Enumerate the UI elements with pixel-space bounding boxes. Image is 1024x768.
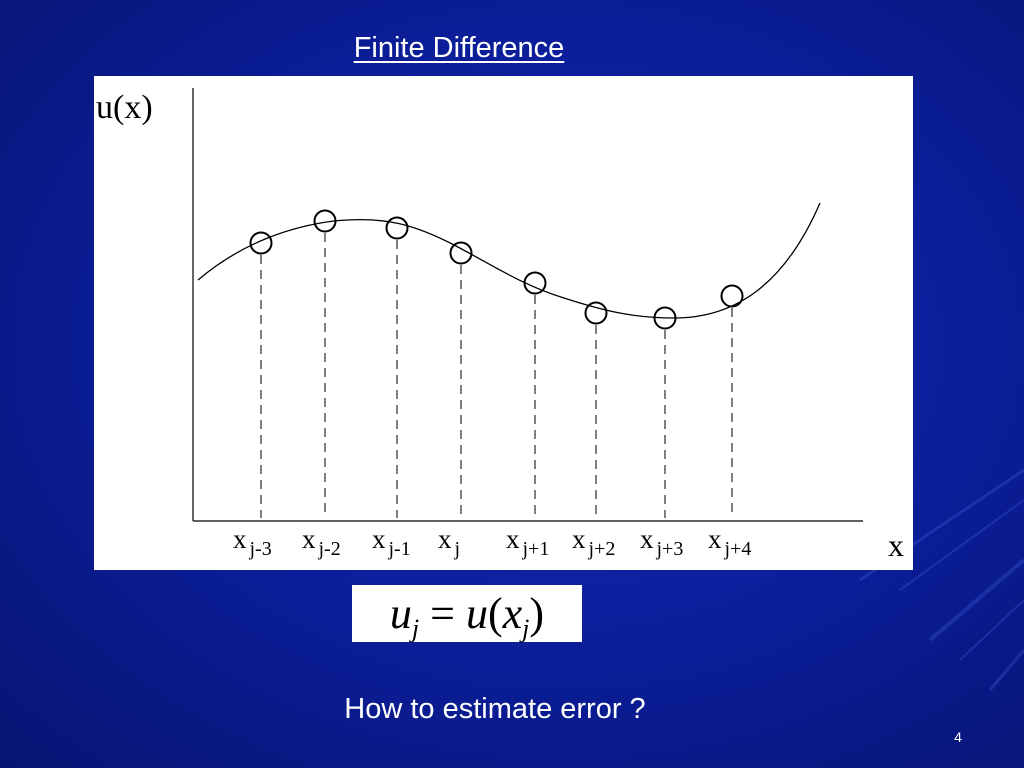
grid-point-label-base: x: [233, 524, 247, 554]
grid-point-label-subscript: j+4: [724, 538, 752, 560]
grid-point-label-subscript: j: [454, 538, 461, 560]
grid-point-label: x j-1: [372, 524, 411, 560]
grid-point-label-base: x: [438, 524, 452, 554]
page-number: 4: [954, 729, 962, 745]
grid-point-label-subscript: j+1: [522, 538, 550, 560]
question-text: How to estimate error ?: [344, 693, 646, 725]
equation-close-paren: ): [529, 589, 545, 638]
grid-point-marker: [653, 306, 677, 330]
equation-lhs: u: [389, 589, 412, 638]
grid-point-label-base: x: [640, 524, 654, 554]
grid-point-marker: [385, 216, 409, 240]
grid-point-marker: [249, 231, 273, 255]
equation-open-paren: (: [487, 589, 503, 638]
equation-rhs-subscript: j: [522, 614, 530, 643]
grid-point-marker: [584, 301, 608, 325]
grid-point-label-subscript: j-3: [249, 538, 272, 560]
equation: uj = u(xj): [352, 585, 582, 643]
grid-point-label-base: x: [372, 524, 386, 554]
finite-difference-diagram: u(x) x x j-3 x j-2 x j-1 x j x j+1 x j+2 x j+3 x j+4: [94, 76, 913, 570]
equation-rhs-function: u: [465, 589, 488, 638]
grid-point-marker: [720, 284, 744, 308]
grid-point-label-base: x: [708, 524, 722, 554]
grid-point-label-subscript: j-2: [318, 538, 341, 560]
grid-point-label: x j-2: [302, 524, 341, 560]
grid-point-label: x j+1: [506, 524, 549, 560]
grid-point-label: x j+4: [708, 524, 751, 560]
grid-point-label-subscript: j-1: [388, 538, 411, 560]
grid-point-label-base: x: [506, 524, 520, 554]
grid-point-label-base: x: [302, 524, 316, 554]
grid-point-label: x j+3: [640, 524, 683, 560]
diagram-canvas: u(x) x x j-3 x j-2 x j-1 x j x j+1 x j+2 x j+3 x j+4: [96, 88, 904, 563]
grid-point-label: x j-3: [233, 524, 272, 560]
function-curve: [197, 202, 821, 319]
equation-lhs-subscript: j: [411, 614, 420, 643]
grid-points: x j-3 x j-2 x j-1 x j x j+1 x j+2 x j+3 x j+4: [233, 209, 751, 560]
grid-point-label-subscript: j+3: [656, 538, 684, 560]
grid-point-label: x j+2: [572, 524, 615, 560]
grid-point-label-subscript: j+2: [588, 538, 616, 560]
grid-point-marker: [523, 271, 547, 295]
grid-point-marker: [449, 241, 473, 265]
grid-point-label-base: x: [572, 524, 586, 554]
slide-title: Finite Difference: [353, 32, 565, 64]
equation-rhs-argument: x: [502, 589, 523, 638]
x-axis-label: x: [888, 527, 904, 563]
grid-point-marker: [313, 209, 337, 233]
equation-equals: =: [430, 589, 455, 638]
y-axis-label: u(x): [96, 89, 153, 126]
